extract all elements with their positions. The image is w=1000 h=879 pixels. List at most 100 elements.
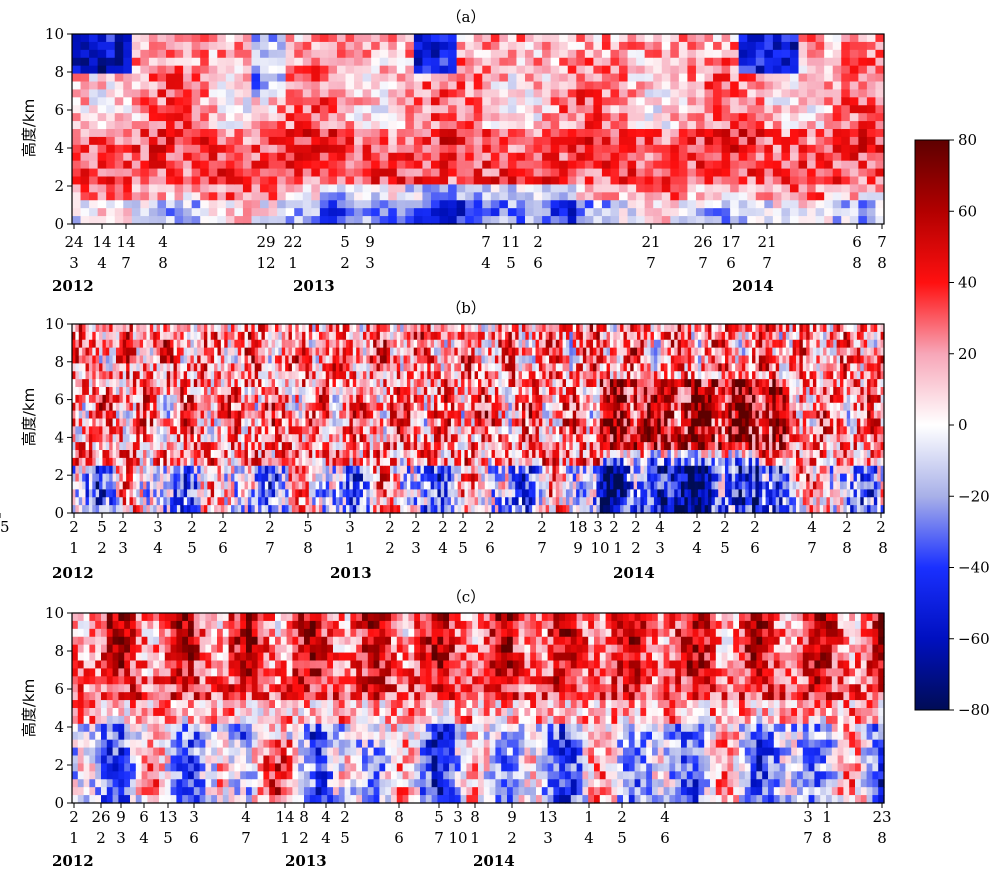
heatmap-cell	[319, 97, 330, 106]
heatmap-cell	[217, 363, 222, 372]
heatmap-cell	[234, 497, 239, 506]
heatmap-cell	[75, 394, 80, 404]
heatmap-cell	[148, 49, 159, 59]
heatmap-cell	[271, 465, 276, 475]
heatmap-cell	[132, 363, 137, 372]
heatmap-cell	[157, 73, 167, 83]
heatmap-cell	[328, 113, 338, 122]
heatmap-cell	[285, 89, 295, 98]
heatmap-cell	[312, 355, 317, 364]
heatmap-cell	[114, 121, 124, 130]
heatmap-cell	[875, 184, 885, 193]
heatmap-cell	[119, 410, 124, 420]
heatmap-cell	[241, 324, 246, 333]
heatmap-cell	[567, 57, 577, 67]
heatmap-cell	[379, 57, 389, 67]
heatmap-cell	[440, 450, 445, 459]
heatmap-cell	[149, 426, 154, 435]
heatmap-cell	[166, 144, 176, 154]
heatmap-cell	[136, 371, 141, 380]
heatmap-cell	[122, 481, 127, 490]
heatmap-cell	[738, 160, 748, 170]
heatmap-cell	[406, 347, 411, 357]
heatmap-cell	[106, 129, 116, 138]
heatmap-cell	[318, 402, 323, 412]
heatmap-cell	[99, 442, 104, 451]
heatmap-cell	[437, 489, 442, 498]
heatmap-cell	[403, 505, 408, 514]
heatmap-cell	[373, 339, 378, 349]
heatmap-cell	[430, 57, 441, 67]
heatmap-cell	[166, 465, 171, 475]
heatmap-cell	[678, 176, 689, 186]
heatmap-cell	[406, 339, 411, 349]
heatmap-cell	[807, 34, 817, 43]
y-tick-label: 4	[54, 139, 64, 157]
heatmap-cell	[789, 57, 800, 67]
heatmap-cell	[148, 57, 159, 67]
heatmap-cell	[376, 489, 381, 498]
heatmap-cell	[264, 387, 269, 396]
heatmap-cell	[482, 121, 492, 130]
heatmap-cell	[354, 192, 364, 201]
heatmap-cell	[217, 339, 222, 349]
heatmap-cell	[193, 371, 198, 380]
heatmap-cell	[140, 34, 150, 43]
heatmap-cell	[122, 371, 127, 380]
heatmap-cell	[789, 144, 800, 154]
heatmap-cell	[268, 331, 273, 341]
heatmap-cell	[359, 457, 364, 467]
heatmap-cell	[200, 442, 205, 451]
heatmap-cell	[281, 426, 286, 435]
heatmap-cell	[149, 473, 154, 483]
heatmap-cell	[166, 121, 176, 130]
heatmap-cell	[339, 355, 344, 364]
heatmap-cell	[122, 442, 127, 451]
heatmap-cell	[180, 489, 185, 498]
heatmap-cell	[197, 481, 202, 490]
heatmap-cell	[183, 144, 193, 154]
heatmap-cell	[302, 176, 312, 186]
heatmap-cell	[858, 49, 868, 59]
heatmap-cell	[173, 371, 178, 380]
heatmap-cell	[159, 410, 164, 420]
heatmap-cell	[261, 418, 266, 427]
heatmap-cell	[550, 216, 560, 225]
heatmap-cell	[687, 97, 697, 106]
heatmap-cell	[254, 481, 259, 490]
heatmap-cell	[242, 136, 253, 146]
heatmap-cell	[173, 457, 178, 467]
heatmap-cell	[339, 505, 344, 514]
heatmap-cell	[349, 481, 354, 490]
heatmap-cell	[356, 489, 361, 498]
heatmap-cell	[217, 176, 227, 186]
heatmap-cell	[319, 160, 330, 170]
heatmap-cell	[670, 129, 680, 138]
heatmap-cell	[291, 418, 296, 427]
heatmap-cell	[366, 481, 371, 490]
heatmap-cell	[653, 105, 663, 114]
heatmap-cell	[807, 160, 817, 170]
heatmap-cell	[88, 371, 93, 380]
heatmap-cell	[197, 355, 202, 364]
heatmap-cell	[815, 34, 825, 43]
heatmap-cell	[277, 41, 287, 51]
heatmap-cell	[670, 136, 680, 146]
heatmap-cell	[220, 434, 225, 443]
heatmap-cell	[482, 144, 492, 154]
heatmap-cell	[85, 331, 90, 341]
heatmap-cell	[294, 49, 304, 59]
heatmap-cell	[278, 402, 283, 412]
heatmap-cell	[143, 355, 148, 364]
heatmap-cell	[440, 371, 445, 380]
heatmap-cell	[156, 457, 161, 467]
heatmap-cell	[644, 105, 654, 114]
heatmap-cell	[149, 465, 154, 475]
heatmap-cell	[849, 184, 859, 193]
heatmap-cell	[176, 418, 181, 427]
heatmap-cell	[132, 394, 137, 404]
heatmap-cell	[379, 216, 389, 225]
heatmap-cell	[318, 371, 323, 380]
heatmap-cell	[170, 355, 175, 364]
heatmap-cell	[533, 144, 543, 154]
